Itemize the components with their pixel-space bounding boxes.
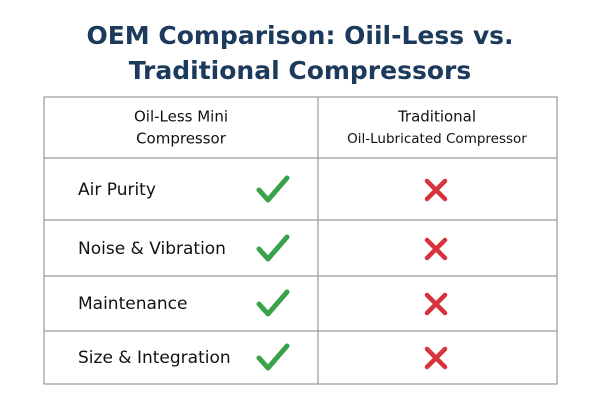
- cross-icon: [424, 178, 448, 202]
- cross-icon: [424, 237, 448, 261]
- column-header: Oil-Less Mini: [134, 108, 228, 126]
- cross-icon: [424, 292, 448, 316]
- row-label: Maintenance: [78, 294, 187, 314]
- column-header: Oil-Lubricated Compressor: [347, 131, 527, 147]
- check-icon: [256, 289, 290, 317]
- row-label: Size & Integration: [78, 348, 231, 368]
- check-icon: [256, 175, 290, 203]
- column-header: Compressor: [136, 130, 227, 148]
- column-header: Traditional: [397, 108, 476, 126]
- title-line: Traditional Compressors: [129, 56, 472, 85]
- table-grid: [43, 96, 558, 385]
- table-rows: Air Purity Noise & Vibration Maintenance Si…: [78, 175, 448, 371]
- check-icon: [256, 234, 290, 262]
- row-label: Air Purity: [78, 180, 156, 200]
- row-label: Noise & Vibration: [78, 239, 226, 259]
- title-line: OEM Comparison: Oiil-Less vs.: [86, 21, 513, 50]
- cross-icon: [424, 346, 448, 370]
- table-border: [43, 96, 558, 385]
- check-icon: [256, 343, 290, 371]
